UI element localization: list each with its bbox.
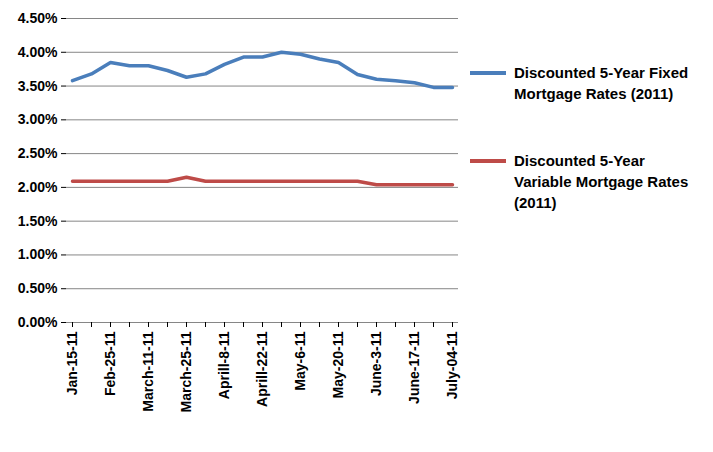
svg-text:3.00%: 3.00% (18, 111, 58, 127)
html-text:Discounted 5-Year Variable Mor: Discounted 5-Year Variable Mortgage Rate… (514, 152, 689, 211)
svg-text:2.50%: 2.50% (18, 145, 58, 161)
svg-text:2.00%: 2.00% (18, 179, 58, 195)
svg-text:May-6-11: May-6-11 (292, 331, 308, 390)
svg-text:0.50%: 0.50% (18, 280, 58, 296)
svg-text:4.00%: 4.00% (18, 44, 58, 60)
svg-text:1.50%: 1.50% (18, 213, 58, 229)
svg-text:May-20-11: May-20-11 (330, 331, 346, 398)
svg-text:Aprill-8-11: Aprill-8-11 (216, 331, 232, 399)
svg-text:3.50%: 3.50% (18, 78, 58, 94)
svg-text:4.50%: 4.50% (18, 10, 58, 26)
svg-text:Aprill-22-11: Aprill-22-11 (254, 331, 270, 407)
svg-text:March-25-11: March-25-11 (178, 331, 194, 412)
svg-text:March-11-11: March-11-11 (140, 331, 156, 411)
svg-text:1.00%: 1.00% (18, 246, 58, 262)
svg-text:0.00%: 0.00% (18, 314, 58, 330)
svg-text:June-3-11: June-3-11 (368, 331, 384, 396)
html-text:Discounted 5-Year Fixed Mortga: Discounted 5-Year Fixed Mortgage Rates (… (514, 64, 689, 102)
svg-text:July-04-11: July-04-11 (444, 331, 460, 399)
svg-text:Feb-25-11: Feb-25-11 (102, 331, 118, 396)
svg-text:June-17-11: June-17-11 (406, 331, 422, 404)
svg-text:Jan-15-11: Jan-15-11 (64, 331, 80, 395)
